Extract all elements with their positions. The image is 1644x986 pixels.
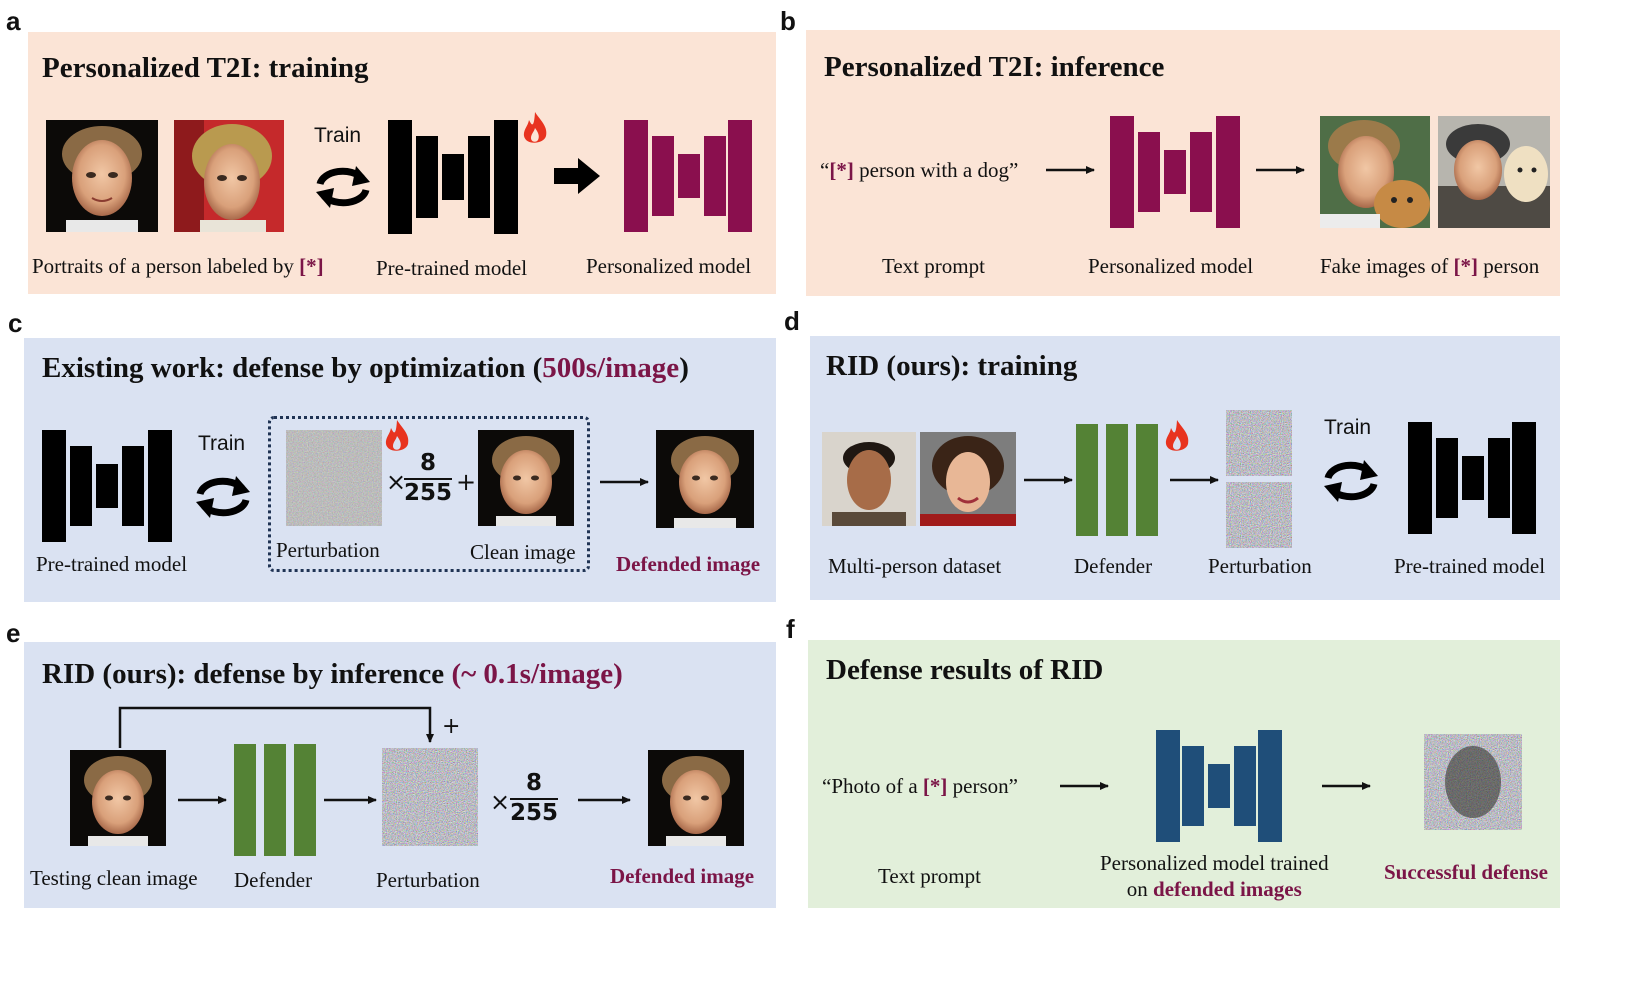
cycle-icon [196,476,250,518]
panel-f: Defense results of RID “Photo of a [*] p… [808,640,1560,908]
perturbation-caption: Perturbation [1208,554,1312,578]
panel-c-letter: c [8,308,23,338]
cycle-icon [1324,460,1378,502]
fraction-8-over-255: 8 255 [510,770,559,826]
panel-c-title: Existing work: defense by optimization (… [42,352,689,384]
panel-a-letter: a [6,6,21,36]
pretrained-model-icon [1408,422,1536,534]
fraction-8-over-255: 8 255 [404,450,453,506]
panel-a-train-label: Train [314,124,362,147]
defender-caption: Defender [234,868,313,892]
testing-clean-image-caption: Testing clean image [30,866,198,890]
clean-image [478,430,574,526]
fire-icon [1165,420,1189,451]
personalized-model-icon [1156,730,1282,842]
arrow-icon [1060,782,1109,790]
cycle-icon [316,166,370,208]
panel-d-train-label: Train [1324,416,1372,439]
panel-a-title: Personalized T2I: training [42,52,369,84]
panel-b-title: Personalized T2I: inference [824,51,1165,83]
perturbation-caption: Perturbation [376,868,480,892]
multiply-sign: × [490,788,511,816]
plus-sign: + [442,714,461,739]
optimization-box [268,416,590,572]
fake-image-2 [1438,116,1550,228]
arrow-icon [578,796,631,804]
panel-f-letter: f [786,614,795,644]
defended-image [656,430,754,528]
pretrained-model-caption: Pre-trained model [376,256,528,280]
fake-images-caption: Fake images of [*] person [1320,254,1540,278]
text-prompt-caption: Text prompt [882,254,985,278]
perturbation-image [286,430,382,526]
dataset-image-2 [920,432,1016,526]
arrow-icon [324,796,377,804]
portrait-image-1 [46,120,158,232]
panel-a: Personalized T2I: training Train [28,32,776,294]
arrow-icon [1024,476,1073,484]
defended-image-caption: Defended image [616,552,761,576]
defender-icon [1076,424,1158,536]
panel-d: RID (ours): training Train [810,336,1560,600]
defender-icon [234,744,316,856]
fire-icon [523,112,547,143]
multiply-sign: × [386,468,407,496]
arrow-icon [178,796,227,804]
defended-image-caption: Defended image [610,864,755,888]
prompt-text: “Photo of a [*] person” [822,774,1018,798]
arrow-icon [1322,782,1371,790]
panel-b-letter: b [780,6,796,36]
successful-defense-caption: Successful defense [1384,860,1548,884]
thick-arrow-icon [554,158,600,194]
fire-icon [385,420,409,451]
panel-f-title: Defense results of RID [826,654,1104,686]
portraits-caption: Portraits of a person labeled by [*] [32,254,324,278]
failed-generation-image [1424,734,1522,830]
panel-b: Personalized T2I: inference “[*] person … [806,30,1560,296]
panel-e-letter: e [6,618,21,648]
skip-connection-line [118,706,434,748]
defended-image [648,750,744,846]
portrait-image-2 [174,120,284,232]
fake-image-1 [1320,116,1430,228]
personalized-model-caption: Personalized model [1088,254,1254,278]
pretrained-model-icon [388,120,518,234]
clean-image-caption: Clean image [470,540,576,564]
panel-c-train-label: Train [198,432,246,455]
panel-e-title: RID (ours): defense by inference (~ 0.1s… [42,658,623,690]
pretrained-model-caption: Pre-trained model [36,552,188,576]
text-prompt-caption: Text prompt [878,864,981,888]
perturbation-image-2 [1226,482,1292,548]
testing-clean-image [70,750,166,846]
plus-sign: + [456,468,477,496]
personalized-model-icon [624,120,752,232]
arrow-icon [1046,166,1095,174]
arrow-icon [1256,166,1305,174]
pretrained-model-caption: Pre-trained model [1394,554,1546,578]
personalized-model-icon [1110,116,1240,228]
arrow-icon [1170,476,1219,484]
perturbation-caption: Perturbation [276,538,380,562]
defender-caption: Defender [1074,554,1153,578]
panel-c: Existing work: defense by optimization (… [24,338,776,602]
perturbation-image [382,748,478,846]
pretrained-model-icon [42,430,172,542]
dataset-image-1 [822,432,916,526]
prompt-text: “[*] person with a dog” [820,158,1019,182]
arrow-icon [600,478,649,486]
model-caption: Personalized model trained on defended i… [1100,851,1329,902]
panel-e: RID (ours): defense by inference (~ 0.1s… [24,642,776,908]
perturbation-image-1 [1226,410,1292,476]
dataset-caption: Multi-person dataset [828,554,1002,578]
panel-d-letter: d [784,306,800,336]
panel-d-title: RID (ours): training [826,350,1078,382]
personalized-model-caption: Personalized model [586,254,752,278]
